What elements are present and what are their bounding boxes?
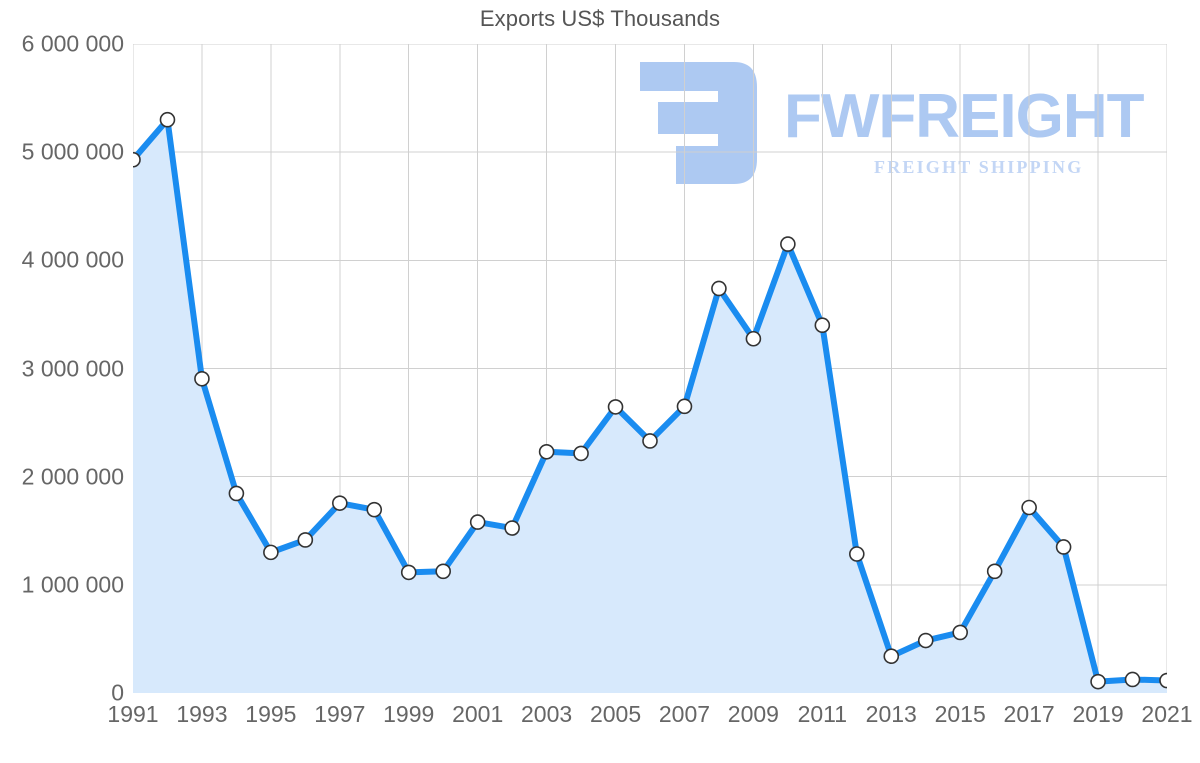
data-point-marker[interactable] <box>883 648 900 665</box>
data-point-marker[interactable] <box>228 485 245 502</box>
plot-svg <box>133 44 1167 693</box>
data-point-marker[interactable] <box>435 563 452 580</box>
x-axis-labels: 1991 1993 1995 1997 1999 2001 2003 2005 2007 2009… <box>0 701 1200 742</box>
data-point-marker[interactable] <box>917 632 934 649</box>
y-axis-tick-label: 1 000 000 <box>21 571 124 598</box>
data-point-marker[interactable] <box>573 445 589 462</box>
y-axis-tick-label: 6 000 000 <box>21 30 124 57</box>
area-fill <box>133 119 1167 693</box>
data-point-marker[interactable] <box>711 280 727 297</box>
x-axis-tick-label: 2009 <box>727 701 779 727</box>
data-point-marker[interactable] <box>780 236 796 252</box>
data-point-marker[interactable] <box>159 111 176 128</box>
y-axis-labels: 0 1 000 000 2 000 000 3 000 000 4 000 000 5 0… <box>0 0 124 763</box>
x-axis-tick-label: 2017 <box>1003 701 1055 727</box>
data-point-marker[interactable] <box>194 370 210 387</box>
data-point-marker[interactable] <box>538 443 555 460</box>
x-axis-tick-label: 2007 <box>658 701 711 727</box>
y-axis-tick-label: 2 000 000 <box>21 463 124 490</box>
data-point-marker[interactable] <box>676 398 693 415</box>
y-axis-tick-label: 0 <box>111 679 124 706</box>
x-axis-tick-label: 1997 <box>314 701 366 727</box>
data-point-marker[interactable] <box>366 501 383 518</box>
x-axis-tick-label: 2001 <box>452 701 504 727</box>
x-axis-tick-label: 1999 <box>383 701 435 727</box>
x-axis-tick-label: 1991 <box>107 701 159 727</box>
data-point-marker[interactable] <box>133 151 141 168</box>
y-axis-tick-label: 5 000 000 <box>21 138 124 165</box>
data-point-marker[interactable] <box>504 520 520 536</box>
x-axis-tick-label: 2005 <box>589 701 642 727</box>
data-point-marker[interactable] <box>642 433 658 449</box>
x-axis-tick-label: 1993 <box>176 701 228 727</box>
plot-area <box>133 44 1167 693</box>
x-axis-tick-label: 2013 <box>865 701 917 727</box>
data-point-marker[interactable] <box>1124 671 1141 688</box>
data-point-markers <box>133 111 1167 690</box>
data-point-marker[interactable] <box>297 532 314 548</box>
y-axis-tick-label: 3 000 000 <box>21 355 124 381</box>
x-axis-tick-label: 2021 <box>1141 701 1193 727</box>
y-axis-tick-label: 4 000 000 <box>21 246 124 273</box>
data-point-marker[interactable] <box>607 399 624 415</box>
data-point-marker[interactable] <box>469 514 486 530</box>
x-axis-tick-label: 1995 <box>245 701 297 727</box>
data-point-marker[interactable] <box>1021 499 1037 516</box>
data-point-marker[interactable] <box>1159 672 1167 689</box>
data-point-marker[interactable] <box>400 564 417 581</box>
data-point-marker[interactable] <box>1055 539 1072 555</box>
data-point-marker[interactable] <box>848 546 865 562</box>
data-point-marker[interactable] <box>263 544 279 561</box>
data-point-marker[interactable] <box>952 624 969 641</box>
data-point-marker[interactable] <box>986 563 1003 580</box>
data-point-marker[interactable] <box>814 317 831 334</box>
x-axis-tick-label: 2011 <box>797 701 848 727</box>
x-axis-tick-label: 2003 <box>521 701 573 727</box>
x-axis-tick-label: 2019 <box>1072 701 1124 727</box>
data-point-marker[interactable] <box>332 495 348 511</box>
data-point-marker[interactable] <box>1090 673 1106 690</box>
x-axis-tick-label: 2015 <box>934 701 986 727</box>
data-point-marker[interactable] <box>745 330 762 347</box>
chart-title: Exports US$ Thousands <box>479 6 721 31</box>
